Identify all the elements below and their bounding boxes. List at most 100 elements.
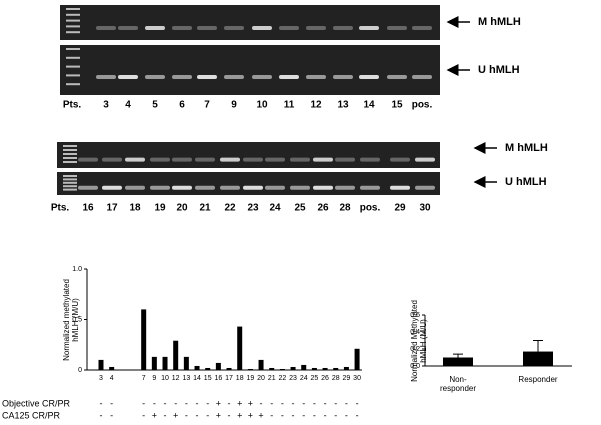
gel-panel [60,5,440,40]
lane-label: 30 [419,203,431,214]
bar [258,359,264,370]
gel-band [415,185,435,190]
x-tick-label: 23 [289,375,297,382]
x-tick-label: 22 [278,375,286,382]
row-sign: - [324,410,327,420]
x-tick-label: 21 [268,375,276,382]
row-sign: - [206,410,209,420]
bar [523,351,553,366]
lane-label: 24 [269,203,281,214]
gel-ladder [63,181,77,184]
row-sign: - [302,410,305,420]
bar [343,366,349,370]
row-sign: - [100,410,103,420]
y-tick-label: 0.5 [72,316,82,323]
row-sign: - [174,398,177,408]
gel-band [102,185,122,190]
bar [194,365,200,370]
lane-label: Pts. [51,203,70,214]
gel-band [125,157,145,162]
gel-band [125,185,145,190]
bar [226,367,232,370]
row-sign: - [313,398,316,408]
gel-band [279,75,299,79]
gel-band [118,75,138,79]
row-sign: + [216,410,221,420]
gel-ladder [66,31,80,34]
gel-band [335,185,355,190]
gel-band [78,185,98,190]
gel-band [118,26,138,30]
lane-label: 4 [125,100,131,111]
lane-label: 6 [179,100,185,111]
gel-band [306,75,326,79]
bar [205,367,211,370]
gel-ladder [66,56,80,59]
y-tick-label: 0.0 [410,363,420,370]
gel-band [265,157,285,162]
gel-band [252,75,272,79]
gel-band [279,26,299,30]
gel-band [145,75,165,79]
gel-band [412,75,432,79]
gel-band [224,26,244,30]
gel-band [335,157,355,162]
gel-ladder [63,149,77,151]
y-tick-label: 0.4 [410,329,420,336]
gel-band [197,26,217,30]
y-tick-label: 1.0 [72,266,82,273]
x-tick-label: 3 [99,375,103,382]
row-sign: - [196,398,199,408]
lane-label: 17 [106,203,118,214]
gel-band [195,185,215,190]
gel-band [390,185,410,190]
lane-label: 19 [154,203,166,214]
y-axis-label: Normalized methylated hMLH (M/U) [62,278,80,361]
gel-band [313,185,333,190]
x-tick-label: 25 [311,375,319,382]
row-sign: - [110,398,113,408]
gel-ladder [66,65,80,68]
gel-band [220,157,240,162]
gel-ladder [66,19,80,22]
bar [311,367,317,370]
row-sign: - [356,410,359,420]
gel-band [145,26,165,30]
row-sign: - [196,410,199,420]
x-tick-label: 14 [193,375,201,382]
bar [215,362,221,370]
row-sign: + [237,398,242,408]
gel-label: U hMLH [505,176,547,188]
gel-label: U hMLH [478,64,520,76]
bar [109,366,115,370]
x-tick-label: 4 [110,375,114,382]
gel-band [333,75,353,79]
row-sign: - [228,410,231,420]
error-bar [453,353,463,358]
gel-ladder [66,13,80,16]
x-tick-label: 18 [236,375,244,382]
bar [269,367,275,370]
bar [151,356,157,370]
row-sign: - [313,410,316,420]
x-tick-label: 30 [353,375,361,382]
row-sign: - [356,398,359,408]
gel-band [150,157,170,162]
gel-ladder [63,157,77,159]
bar [354,348,360,370]
y-tick-label: 0.6 [410,312,420,319]
gel-ladder [63,175,77,177]
row-sign: - [164,410,167,420]
gel-band [387,75,407,79]
row-sign: - [110,410,113,420]
row-sign: - [260,398,263,408]
gel-band [252,26,272,30]
y-tick-label: 0.2 [410,346,420,353]
x-tick-label: 17 [225,375,233,382]
bar [290,366,296,370]
gel-band [195,157,215,162]
lane-label: pos. [360,203,381,214]
gel-ladder [63,178,77,181]
gel-band [172,26,192,30]
gel-band [172,157,192,162]
